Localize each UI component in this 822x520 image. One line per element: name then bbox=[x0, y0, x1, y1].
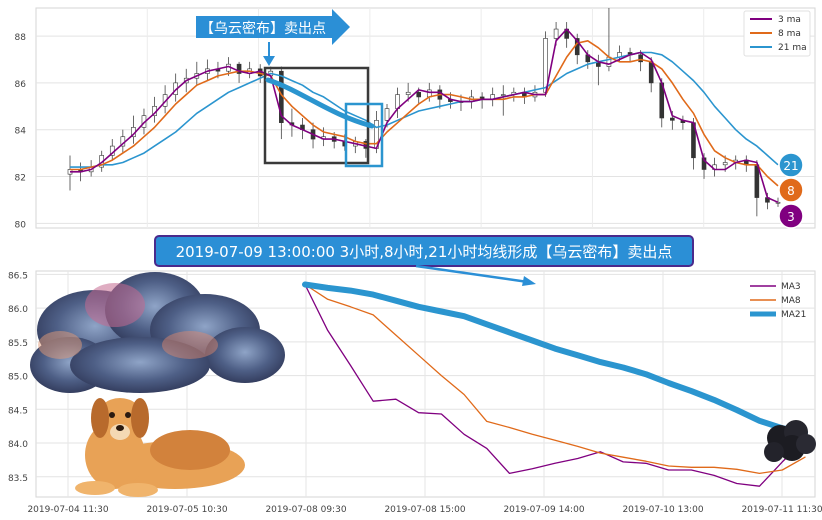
top-y-tick-label: 80 bbox=[15, 220, 27, 230]
candle-body bbox=[722, 162, 728, 166]
bottom-y-tick-label: 85.0 bbox=[8, 373, 28, 383]
badge-21-label: 21 bbox=[783, 159, 798, 173]
bottom-x-tick-label: 2019-07-08 15:00 bbox=[384, 505, 465, 515]
down-arrow-icon bbox=[263, 42, 275, 66]
caption-banner: 2019-07-09 13:00:00 3小时,8小时,21小时均线形成【乌云密… bbox=[154, 235, 694, 286]
legend-3ma: 3 ma bbox=[778, 15, 801, 25]
top-grid bbox=[36, 8, 815, 228]
top-series-line-21-ma bbox=[70, 51, 779, 168]
bottom-series-line-MA8 bbox=[304, 283, 806, 475]
legend-8ma: 8 ma bbox=[778, 29, 801, 39]
sell-point-arrow-label: 【乌云密布】卖出点 bbox=[196, 9, 350, 66]
bottom-x-tick-label: 2019-07-09 14:00 bbox=[503, 505, 584, 515]
pattern-box-dark bbox=[263, 66, 370, 165]
dog-illustration bbox=[75, 398, 245, 497]
bottom-x-tick-label: 2019-07-11 11:30 bbox=[741, 505, 822, 515]
candle-body bbox=[648, 61, 654, 84]
caption-pointer-arrow bbox=[415, 264, 529, 284]
top-y-tick-label: 86 bbox=[15, 80, 27, 90]
pattern-box-blue bbox=[344, 102, 384, 168]
badge-8 bbox=[778, 177, 804, 203]
storm-cloud-illustration bbox=[30, 272, 285, 393]
caption-text: 2019-07-09 13:00:00 3小时,8小时,21小时均线形成【乌云密… bbox=[176, 243, 673, 261]
top-series-line-8-ma bbox=[70, 39, 779, 187]
legend-ma3: MA3 bbox=[781, 282, 801, 292]
sell-point-arrow-text: 【乌云密布】卖出点 bbox=[200, 20, 326, 37]
bottom-series-line-MA3 bbox=[304, 283, 806, 487]
bottom-panel: 83.5 84.0 84.5 85.0 85.5 86.0 86.5 2019-07-04 … bbox=[8, 270, 822, 515]
bottom-y-tick-label: 85.5 bbox=[8, 339, 28, 349]
bottom-legend: MA3 MA8 MA21 bbox=[750, 282, 806, 320]
legend-21ma: 21 ma bbox=[778, 43, 807, 53]
bottom-ma-lines bbox=[302, 281, 808, 487]
candle-body bbox=[384, 108, 390, 121]
bottom-y-tick-label: 83.5 bbox=[8, 474, 28, 484]
candle-body bbox=[405, 91, 411, 95]
badge-8-label: 8 bbox=[787, 184, 795, 198]
bottom-y-tick-label: 84.0 bbox=[8, 440, 28, 450]
pattern-trend-arrow bbox=[265, 77, 375, 129]
bottom-y-tick-label: 86.0 bbox=[8, 305, 28, 315]
candle-body bbox=[670, 117, 675, 121]
badge-3-label: 3 bbox=[787, 210, 795, 224]
top-y-tick-labels: 80 82 84 86 88 bbox=[15, 33, 27, 230]
top-y-tick-label: 82 bbox=[15, 174, 26, 184]
top-series-line-3-ma bbox=[70, 28, 779, 204]
candle-body bbox=[638, 54, 643, 63]
top-legend: 3 ma 8 ma 21 ma bbox=[743, 10, 811, 57]
bottom-x-tick-label: 2019-07-04 11:30 bbox=[27, 505, 108, 515]
candle-body bbox=[236, 63, 242, 74]
bottom-y-tick-label: 86.5 bbox=[8, 271, 28, 281]
bottom-series-line-MA21 bbox=[302, 281, 808, 436]
bottom-x-tick-label: 2019-07-05 10:30 bbox=[146, 505, 227, 515]
bottom-y-tick-label: 84.5 bbox=[8, 406, 28, 416]
badge-21 bbox=[778, 152, 804, 178]
top-panel: 80 82 84 86 88 【乌云密布】卖出点 3 ma 8 ma 21 ma 21 bbox=[15, 7, 816, 230]
legend-ma8: MA8 bbox=[781, 296, 801, 306]
bottom-x-tick-label: 2019-07-10 13:00 bbox=[622, 505, 703, 515]
top-plot-area bbox=[35, 7, 816, 229]
top-ma-lines bbox=[70, 28, 779, 204]
end-badges: 21 8 3 bbox=[778, 152, 804, 229]
top-y-tick-label: 88 bbox=[15, 33, 27, 43]
candle-body bbox=[500, 94, 506, 96]
bottom-x-tick-labels: 2019-07-04 11:30 2019-07-05 10:30 2019-07-… bbox=[27, 505, 822, 515]
candle-body bbox=[553, 28, 559, 39]
legend-ma21: MA21 bbox=[781, 310, 806, 320]
top-candles bbox=[67, 8, 781, 217]
bottom-y-tick-labels: 83.5 84.0 84.5 85.0 85.5 86.0 86.5 bbox=[8, 271, 28, 483]
candle-body bbox=[416, 91, 422, 98]
badge-3 bbox=[778, 203, 804, 229]
bottom-x-tick-label: 2019-07-08 09:30 bbox=[265, 505, 346, 515]
top-y-tick-label: 84 bbox=[15, 127, 27, 137]
dark-cloud-icon bbox=[764, 420, 816, 462]
